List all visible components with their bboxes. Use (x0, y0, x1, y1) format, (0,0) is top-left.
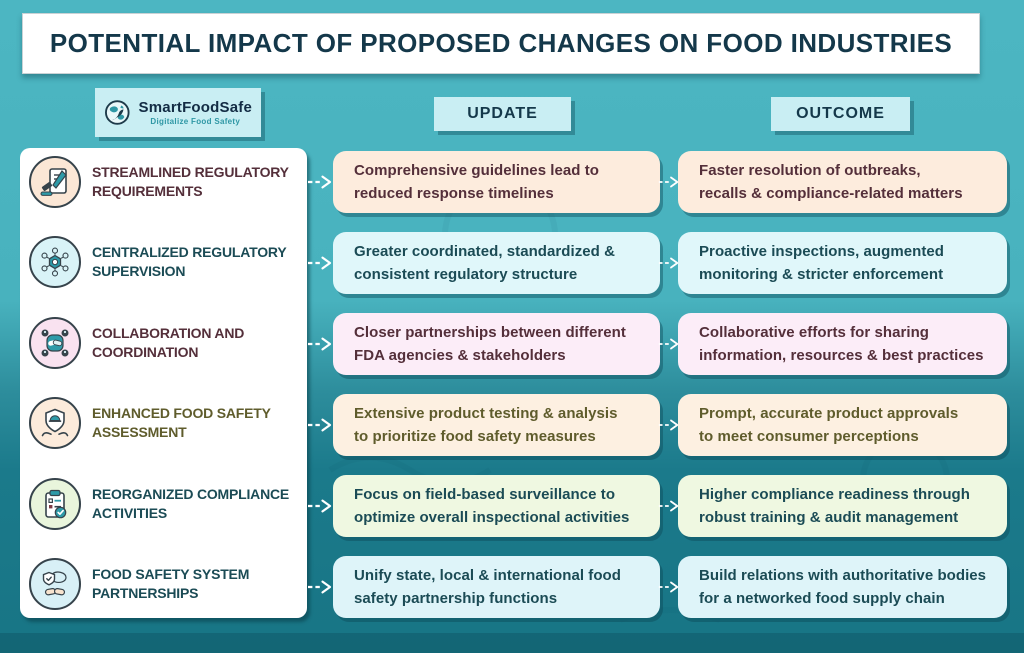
outcome-box: Build relations with authoritative bodie… (678, 556, 1007, 618)
title-banner: POTENTIAL IMPACT OF PROPOSED CHANGES ON … (22, 13, 980, 74)
flow-arrow-icon (308, 499, 332, 513)
category-title: COLLABORATION AND COORDINATION (92, 324, 245, 360)
category-title: CENTRALIZED REGULATORY SUPERVISION (92, 244, 287, 280)
category-item-reorganized-compliance-activities: REORGANIZED COMPLIANCE ACTIVITIES (20, 473, 307, 535)
update-box: Extensive product testing & analysis to … (333, 394, 660, 456)
partnership-shield-icon (29, 557, 81, 610)
outcome-box: Higher compliance readiness through robu… (678, 475, 1007, 537)
update-box: Greater coordinated, standardized & cons… (333, 232, 660, 294)
clipboard-check-icon (29, 477, 81, 530)
gavel-document-icon (29, 156, 81, 208)
flow-arrow-icon (308, 256, 332, 270)
globe-logo-icon (105, 100, 130, 125)
flow-arrow-icon (658, 176, 679, 188)
outcome-box: Collaborative efforts for sharing inform… (678, 313, 1007, 375)
outcome-box: Prompt, accurate product approvals to me… (678, 394, 1007, 456)
categories-panel: STREAMLINED REGULATORY REQUIREMENTS CENT… (20, 148, 307, 618)
arrows-panel-to-update (306, 151, 333, 618)
category-item-enhanced-food-safety-assessment: ENHANCED FOOD SAFETY ASSESSMENT (20, 392, 307, 454)
flow-arrow-icon (308, 580, 332, 594)
update-column: Comprehensive guidelines lead to reduced… (333, 151, 660, 618)
bottom-edge-band (0, 633, 1024, 653)
category-title: REORGANIZED COMPLIANCE ACTIVITIES (92, 485, 290, 521)
flow-arrow-icon (658, 419, 679, 431)
flow-arrow-icon (658, 500, 679, 512)
category-title: STREAMLINED REGULATORY REQUIREMENTS (92, 164, 289, 199)
arrows-update-to-outcome (658, 151, 679, 618)
flow-arrow-icon (658, 581, 679, 593)
collaboration-handshake-icon (29, 316, 81, 369)
outcome-box: Faster resolution of outbreaks, recalls … (678, 151, 1007, 213)
outcome-column-header: OUTCOME (771, 97, 910, 131)
brand-tagline: Digitalize Food Safety (150, 117, 241, 126)
flow-arrow-icon (658, 338, 679, 350)
update-column-header: UPDATE (434, 97, 571, 131)
category-item-streamlined-regulatory-requirements: STREAMLINED REGULATORY REQUIREMENTS (20, 151, 307, 213)
category-title: FOOD SAFETY SYSTEM PARTNERSHIPS (92, 565, 250, 601)
shield-hands-icon (29, 397, 81, 450)
flow-arrow-icon (308, 418, 332, 432)
update-box: Unify state, local & international food … (333, 556, 660, 618)
update-box: Comprehensive guidelines lead to reduced… (333, 151, 660, 213)
flow-arrow-icon (308, 175, 332, 189)
category-title: ENHANCED FOOD SAFETY ASSESSMENT (92, 405, 271, 441)
category-item-centralized-regulatory-supervision: CENTRALIZED REGULATORY SUPERVISION (20, 231, 307, 293)
flow-arrow-icon (658, 257, 679, 269)
brand-name: SmartFoodSafe (138, 99, 252, 116)
brand-text: SmartFoodSafe Digitalize Food Safety (139, 99, 252, 126)
network-hub-icon (29, 236, 81, 289)
update-box: Focus on field-based surveillance to opt… (333, 475, 660, 537)
page-title: POTENTIAL IMPACT OF PROPOSED CHANGES ON … (49, 28, 953, 58)
outcome-box: Proactive inspections, augmented monitor… (678, 232, 1007, 294)
outcome-column: Faster resolution of outbreaks, recalls … (678, 151, 1007, 618)
category-item-food-safety-system-partnerships: FOOD SAFETY SYSTEM PARTNERSHIPS (20, 553, 307, 615)
update-box: Closer partnerships between different FD… (333, 313, 660, 375)
flow-arrow-icon (308, 337, 332, 351)
category-item-collaboration-and-coordination: COLLABORATION AND COORDINATION (20, 312, 307, 374)
brand-logo: SmartFoodSafe Digitalize Food Safety (95, 88, 261, 137)
